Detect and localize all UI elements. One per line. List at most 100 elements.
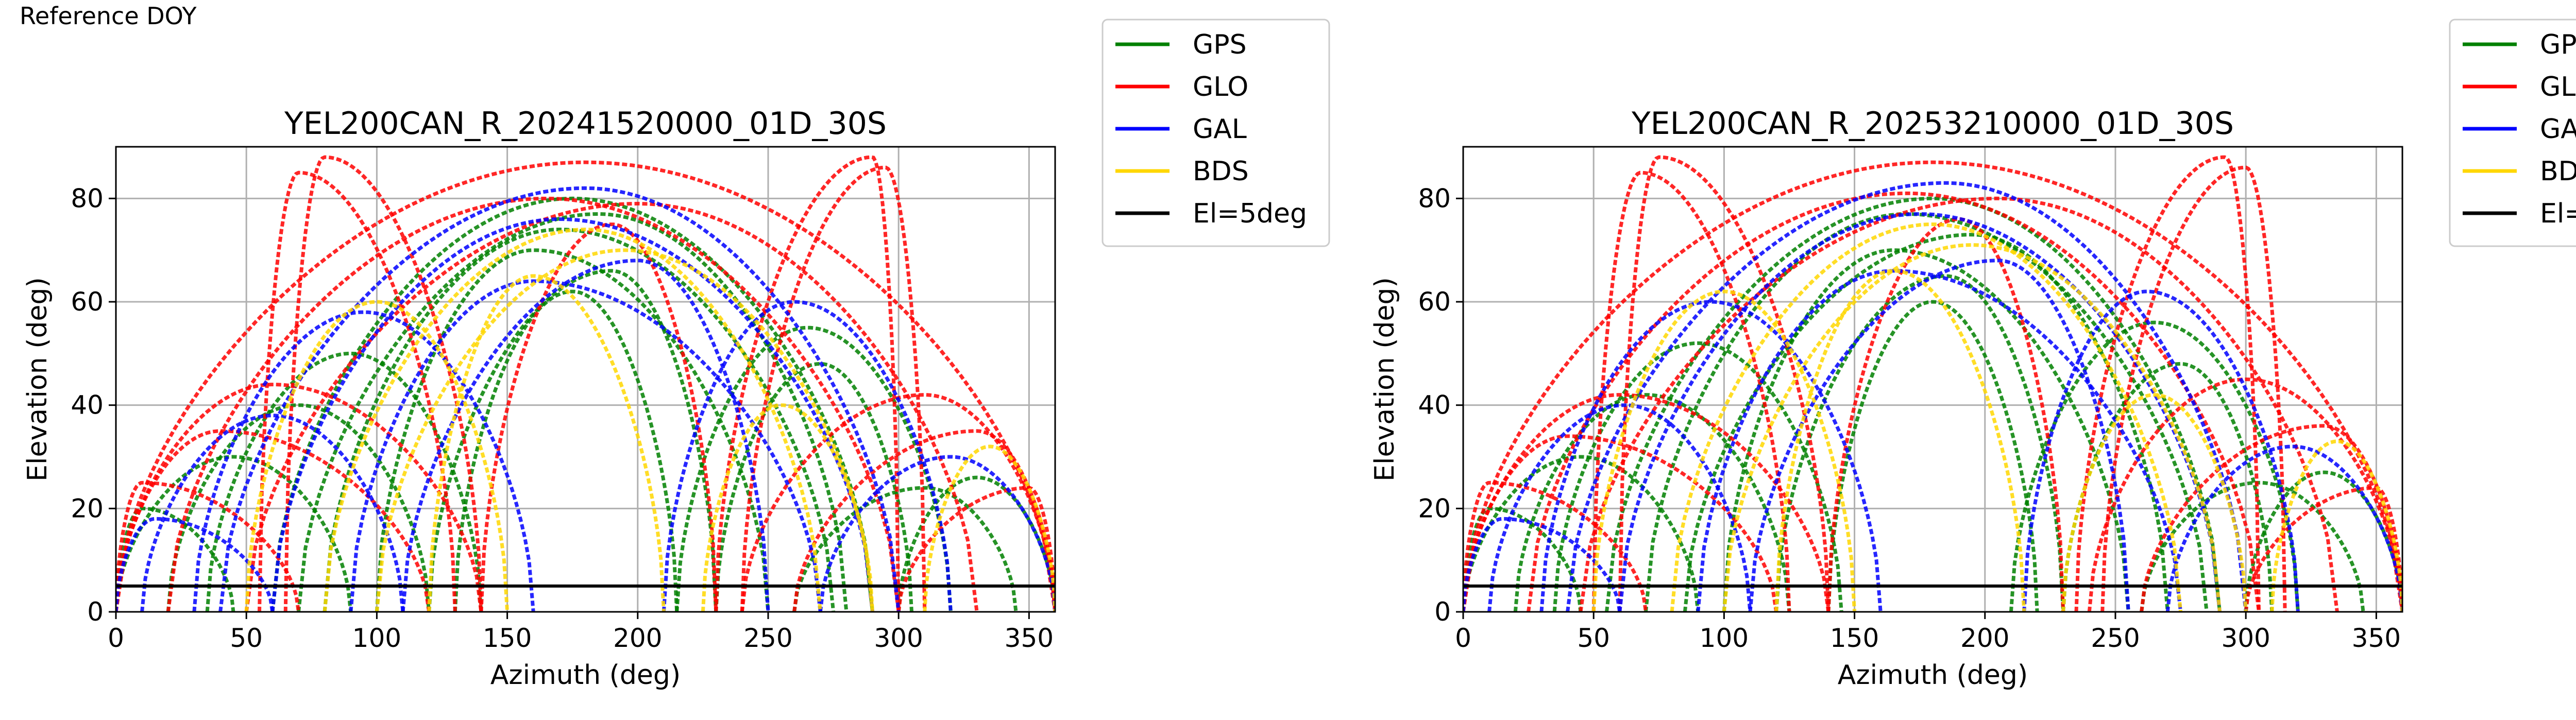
track-gal-3 [1696,269,2183,612]
track-glo-14 [1826,217,2065,612]
y-tick-label-0: 0 [87,597,104,627]
track-bds-3 [1774,269,2026,612]
x-tick-label-300: 300 [2221,623,2270,653]
x-tick-label-100: 100 [1700,623,1749,653]
track-glo-3 [244,201,979,612]
x-tick-label-250: 250 [743,623,792,653]
legend: GPS GLO GAL BDS El=5deg [1101,19,1330,247]
y-tick-label-20: 20 [1418,493,1451,523]
track-bds-2 [375,248,874,612]
legend-box [1101,19,1330,247]
track-gal-7 [1487,403,1752,612]
y-tick-label-40: 40 [71,390,104,420]
x-tick-label-250: 250 [2091,623,2140,653]
track-gal-2 [270,217,874,612]
y-tick-label-80: 80 [1418,183,1451,213]
y-tick-label-80: 80 [71,183,104,213]
x-tick-label-200: 200 [1960,623,2009,653]
track-gps-10 [166,403,431,612]
track-glo-11 [2140,424,2402,612]
plot-area [1463,155,2402,612]
legend-label-gps: GPS [2540,29,2576,60]
track-glo-3 [1579,196,2339,612]
legend-label-bds: BDS [1193,156,1249,187]
track-gps-4 [375,248,770,612]
track-gal-9 [116,517,275,612]
y-tick-label-60: 60 [1418,287,1451,317]
track-gal-8 [818,455,1055,612]
track-gps-13 [2140,481,2365,612]
track-glo-7 [2100,165,2287,612]
track-gal-1 [1566,181,2248,612]
x-tick-label-50: 50 [1577,623,1610,653]
track-glo-1 [1463,160,2402,612]
track-gal-4 [401,259,770,612]
legend-label-el-5deg: El=5deg [2540,198,2576,229]
track-bds-2 [1722,243,2222,612]
y-tick-label-0: 0 [1434,597,1451,627]
x-tick-label-0: 0 [108,623,124,653]
track-glo-1 [116,160,1055,612]
x-tick-label-200: 200 [613,623,662,653]
x-tick-label-150: 150 [1830,623,1879,653]
track-glo-8 [1463,393,1831,612]
track-bds-1 [323,227,822,612]
track-gps-3 [1683,233,2170,612]
track-glo-7 [740,165,927,612]
track-gps-11 [1463,455,1700,612]
legend-label-gal: GAL [1193,114,1247,145]
track-glo-5 [714,155,901,612]
track-gps-3 [323,227,836,612]
track-glo-10 [2087,377,2402,612]
track-gal-2 [1618,212,2222,612]
track-bds-6 [244,300,510,612]
chart-panel-1: 0 50 100 150 200 250 300 350 0 20 40 60 80 YEL200CAN_… [22,19,1330,691]
track-gps-10 [1513,393,1791,612]
track-bds-3 [427,274,666,612]
x-tick-label-100: 100 [352,623,401,653]
track-bds-5 [923,444,1055,612]
track-glo-12 [116,481,300,612]
x-axis-label: Azimuth (deg) [490,660,681,691]
plot-area [116,155,1055,612]
track-gal-6 [2022,289,2300,612]
track-gps-9 [1552,341,1843,612]
track-gps-12 [2244,470,2402,612]
x-tick-label-350: 350 [1005,623,1054,653]
track-gps-1 [1605,196,2222,612]
track-bds-6 [1591,289,1857,612]
legend-label-gps: GPS [1193,29,1247,60]
track-bds-4 [2061,393,2248,612]
track-glo-13 [896,486,1055,612]
track-glo-14 [479,222,718,612]
chart-title: YEL200CAN_R_20253210000_01D_30S [1631,106,2234,142]
x-tick-label-50: 50 [230,623,263,653]
legend-box [2449,19,2576,247]
chart-panel-2: 0 50 100 150 200 250 300 350 0 20 40 60 80 YEL200CAN_… [1369,19,2576,691]
track-gal-9 [1463,517,1622,612]
track-gal-6 [662,300,953,612]
y-tick-label-20: 20 [71,493,104,523]
track-gps-13 [792,486,1018,612]
track-glo-8 [116,383,483,612]
track-gal-1 [218,186,901,612]
legend-label-glo: GLO [2540,72,2576,102]
y-axis-label: Elevation (deg) [1369,277,1400,482]
track-glo-6 [258,170,457,612]
chart-title: YEL200CAN_R_20241520000_01D_30S [284,106,887,142]
track-gps-6 [1826,300,2039,612]
plot-frame [1462,146,2403,613]
y-tick-label-40: 40 [1418,390,1451,420]
track-gal-3 [349,279,822,612]
track-gal-5 [1539,300,1883,612]
legend-label-gal: GAL [2540,114,2576,145]
figure-corner-label: Reference DOY [20,2,197,30]
track-glo-4 [1618,155,1831,612]
track-glo-6 [1591,170,1791,612]
x-tick-label-0: 0 [1455,623,1471,653]
track-bds-4 [701,403,874,612]
legend: GPS GLO GAL BDS El=5deg [2449,19,2576,247]
track-gal-5 [192,310,535,612]
track-glo-11 [792,429,1055,612]
